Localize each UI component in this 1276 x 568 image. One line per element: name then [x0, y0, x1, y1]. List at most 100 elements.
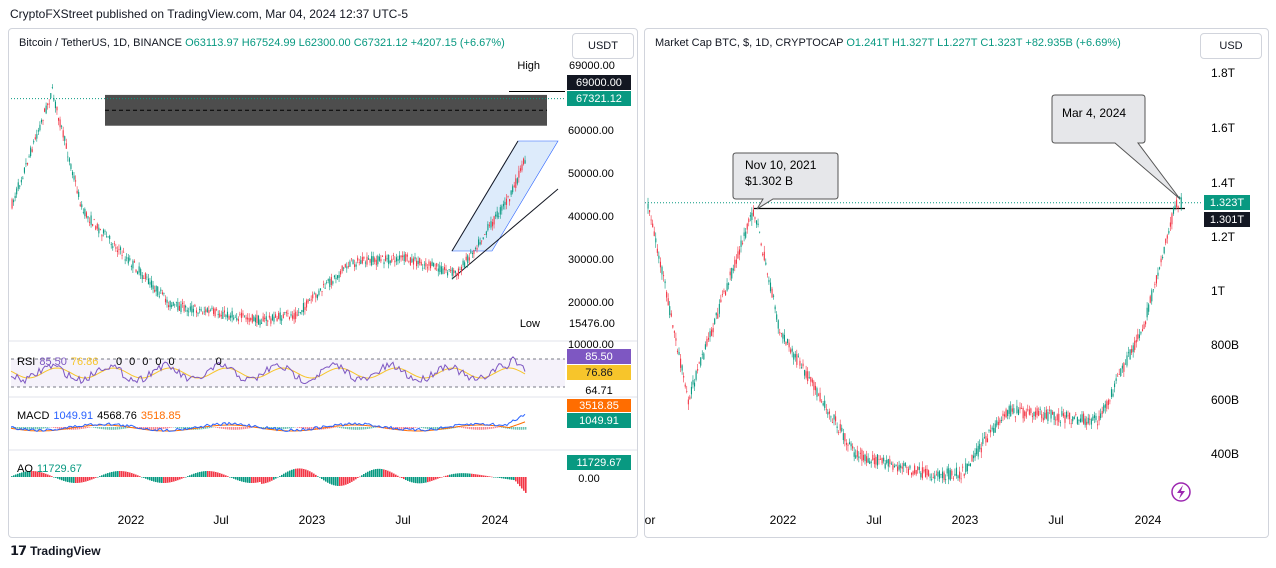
ao-histogram-bar	[381, 469, 383, 477]
candle	[200, 309, 202, 311]
ao-histogram-bar	[279, 476, 281, 477]
candle	[653, 231, 655, 236]
ao-histogram-bar	[219, 473, 221, 477]
candle	[864, 454, 866, 462]
market-cap-symbol-header[interactable]: Market Cap BTC, $, 1D, CRYPTOCAP O1.241T…	[655, 37, 1121, 49]
candle	[1024, 411, 1026, 416]
candle	[374, 258, 376, 262]
ao-histogram-bar	[45, 473, 47, 477]
candle	[197, 313, 199, 314]
btc-usdt-chart-svg[interactable]: High Low 69000.00 60000.00 50000.00 4000…	[9, 29, 637, 537]
candle	[388, 254, 390, 265]
btc-market-cap-chart-svg[interactable]: 1.8T 1.6T 1.4T 1.2T 1T 800B 600B 400B 1.…	[645, 29, 1268, 537]
candle	[787, 338, 789, 343]
ao-histogram-bar	[13, 475, 15, 477]
macd-histogram-bar	[167, 427, 169, 429]
ao-histogram-bar	[71, 477, 73, 483]
macd-histogram-bar	[491, 427, 493, 429]
ao-histogram-bar	[193, 473, 195, 477]
candle	[436, 263, 438, 267]
ao-histogram-bar	[99, 476, 101, 477]
candle	[931, 478, 933, 480]
ao-histogram-bar	[65, 477, 67, 482]
candle	[1121, 365, 1123, 369]
macd-histogram-bar	[479, 427, 481, 430]
candle	[343, 267, 345, 269]
macd-histogram-bar	[115, 427, 117, 430]
time-tick: 2022	[770, 513, 797, 527]
candle	[690, 386, 692, 395]
market-cap-plot[interactable]	[645, 192, 1203, 485]
candle	[811, 379, 813, 383]
candle	[416, 260, 418, 267]
ao-histogram-bar	[471, 473, 473, 477]
candle	[847, 444, 849, 446]
candle	[934, 475, 936, 480]
ao-histogram-bar	[457, 473, 459, 477]
callout-mar-2024[interactable]: Mar 4, 2024	[1051, 94, 1181, 200]
candle	[79, 204, 81, 207]
macd-pane[interactable]	[10, 413, 527, 433]
ao-histogram-bar	[405, 477, 407, 481]
candle	[474, 248, 477, 249]
price-tick: 400B	[1211, 447, 1239, 461]
candle	[95, 226, 97, 230]
candle	[199, 309, 201, 310]
candle	[844, 433, 846, 442]
time-axis[interactable]: or 2022 Jul 2023 Jul 2024	[645, 513, 1162, 527]
btc-symbol-header[interactable]: Bitcoin / TetherUS, 1D, BINANCE O63113.9…	[19, 37, 505, 49]
price-axis[interactable]: 1.8T 1.6T 1.4T 1.2T 1T 800B 600B 400B	[1211, 66, 1239, 461]
ao-histogram-bar	[77, 477, 79, 483]
rsi-pane[interactable]	[10, 356, 565, 388]
candle	[338, 274, 340, 278]
ao-histogram-bar	[397, 475, 399, 477]
ao-histogram-bar	[265, 477, 267, 484]
candle	[673, 331, 675, 333]
macd-histogram-bar	[343, 427, 345, 429]
lightning-icon[interactable]	[1171, 482, 1191, 502]
candle	[332, 281, 334, 284]
macd-histogram-bar	[315, 427, 317, 430]
macd-histogram-bar	[367, 427, 369, 429]
candle	[762, 253, 764, 256]
price-axis[interactable]: 69000.00 60000.00 50000.00 40000.00 3000…	[568, 60, 615, 351]
btc-market-cap-chart-panel[interactable]: 1.8T 1.6T 1.4T 1.2T 1T 800B 600B 400B 1.…	[644, 28, 1269, 538]
ao-histogram-bar	[209, 471, 211, 477]
candle	[884, 463, 886, 469]
tradingview-brand[interactable]: 𝟭𝟳 TradingView	[10, 543, 101, 558]
macd-histogram-bar	[359, 427, 361, 430]
candle	[880, 458, 882, 460]
ao-histogram-bar	[327, 477, 329, 483]
callout-nov-2021[interactable]: Nov 10, 2021 $1.302 B	[732, 152, 839, 210]
ohlc-high: H1.327T	[892, 37, 935, 49]
btc-usdt-chart-panel[interactable]: High Low 69000.00 60000.00 50000.00 4000…	[8, 28, 638, 538]
currency-unit-button[interactable]: USDT	[572, 33, 634, 59]
macd-histogram-bar	[215, 427, 217, 428]
macd-histogram-bar	[441, 427, 443, 430]
ao-pane[interactable]	[11, 468, 527, 493]
candle	[44, 108, 46, 112]
candle	[1087, 417, 1089, 424]
price-plot[interactable]	[11, 84, 565, 328]
currency-unit-button[interactable]: USD	[1200, 33, 1262, 59]
ao-histogram-bar	[293, 469, 295, 477]
macd-histogram-bar	[281, 427, 283, 430]
candle	[1152, 289, 1154, 291]
ao-histogram-bar	[379, 468, 381, 477]
candle	[1090, 419, 1092, 425]
candle	[465, 256, 467, 261]
candle	[745, 231, 747, 238]
ao-histogram-bar	[85, 477, 87, 482]
candle	[839, 424, 841, 431]
macd-histogram-bar	[473, 427, 475, 430]
macd-histogram-bar	[503, 427, 505, 429]
candle	[700, 357, 702, 366]
candle	[203, 311, 205, 313]
ao-histogram-bar	[241, 477, 243, 482]
ao-histogram-bar	[159, 477, 161, 483]
time-axis[interactable]: 2022 Jul 2023 Jul 2024	[118, 513, 509, 527]
candle	[890, 463, 892, 465]
ao-histogram-bar	[341, 477, 343, 486]
candle	[892, 464, 894, 470]
macd-histogram-bar	[163, 427, 165, 429]
